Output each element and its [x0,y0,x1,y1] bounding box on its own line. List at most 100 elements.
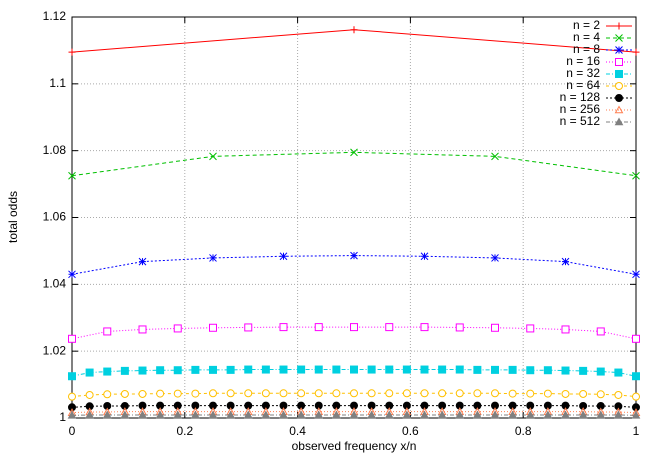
point [596,367,605,376]
legend-label: n = 16 [566,54,600,68]
point [632,171,640,180]
point [85,402,94,411]
point [420,252,429,261]
y-tick-label: 1.12 [43,9,67,23]
x-tick-label: 0.6 [402,424,419,438]
point [120,366,129,375]
point [173,366,182,375]
x-tick-label: 0.2 [176,424,193,438]
point [384,410,394,419]
point [579,401,588,410]
point [68,334,76,343]
point [138,325,147,334]
point [156,389,165,398]
legend-label: n = 64 [566,78,600,92]
legend-label: n = 512 [560,114,601,128]
legend-marker [615,94,623,102]
legend-marker [615,46,623,54]
point [455,323,464,332]
point [614,368,623,377]
point [85,410,94,419]
point [350,148,358,157]
point [632,392,640,401]
point [561,389,570,398]
y-tick-label: 1.04 [43,277,67,291]
point [350,323,358,332]
point [491,152,499,161]
point [526,324,535,333]
point [491,365,499,374]
legend-label: n = 256 [560,102,601,116]
point [631,410,641,419]
point [103,367,112,376]
point [455,365,464,374]
point [209,365,217,374]
point [526,366,535,375]
point [296,410,306,419]
point [226,365,235,374]
point [525,410,535,419]
point [138,410,147,419]
legend-marker [615,82,623,90]
point [490,410,500,419]
point [508,365,517,374]
point [243,410,253,419]
point [120,389,129,398]
point [420,389,429,398]
point [367,365,376,374]
point [473,389,482,398]
point [438,389,447,398]
point [491,389,499,398]
point [102,410,112,419]
point [261,389,270,398]
point [508,410,517,419]
point [191,389,200,398]
point [349,410,359,419]
x-tick-label: 0.8 [515,424,532,438]
legend-marker [614,105,624,114]
point [455,389,464,398]
point [279,252,288,261]
y-tick-label: 1 [59,410,66,424]
point [579,366,588,375]
point [614,410,623,419]
point [332,365,341,374]
point [402,410,412,419]
point [314,410,324,419]
point [156,366,165,375]
y-tick-label: 1.08 [43,143,67,157]
point [561,410,570,419]
point [526,389,535,398]
point [385,365,394,374]
point [491,323,499,332]
legend-marker [615,22,623,30]
point [209,323,217,332]
point [67,410,77,419]
legend-marker [615,70,623,78]
point [350,365,358,374]
point [279,365,288,374]
point [491,254,499,262]
point [120,410,130,419]
point [508,389,517,398]
y-axis-label: total odds [6,191,20,243]
point [473,365,482,374]
x-tick-label: 0 [69,424,76,438]
point [596,327,605,336]
point [614,390,623,399]
point [543,366,552,375]
point [85,368,94,377]
point [297,389,306,398]
point [420,365,429,374]
point [279,410,288,419]
legend-label: n = 32 [566,66,600,80]
point [191,410,200,419]
point [68,171,76,180]
point [543,410,553,419]
point [279,323,288,332]
point [68,372,76,381]
point [438,365,447,374]
point [209,254,217,262]
legend-label: n = 4 [573,30,600,44]
